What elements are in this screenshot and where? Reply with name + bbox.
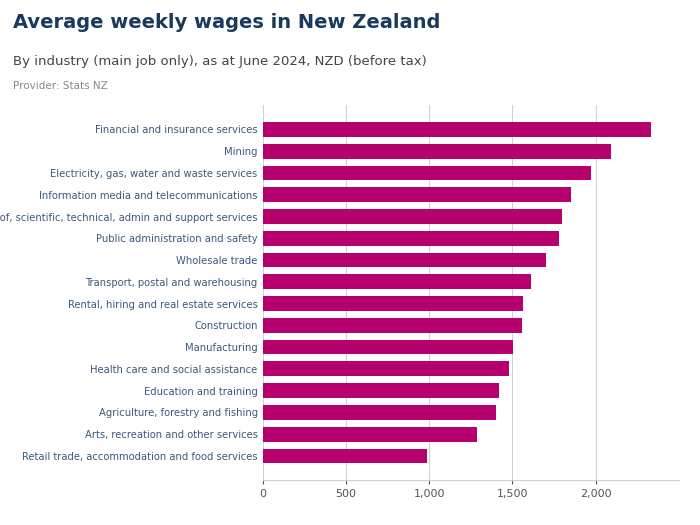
Text: Average weekly wages in New Zealand: Average weekly wages in New Zealand: [13, 13, 440, 32]
Bar: [262, 275, 531, 289]
Text: By industry (main job only), as at June 2024, NZD (before tax): By industry (main job only), as at June …: [13, 55, 426, 68]
Bar: [262, 187, 570, 202]
Bar: [262, 448, 428, 464]
Bar: [262, 405, 496, 420]
Bar: [262, 361, 509, 376]
Bar: [262, 231, 559, 246]
Bar: [262, 144, 610, 159]
Bar: [262, 340, 513, 354]
Bar: [262, 122, 651, 137]
Bar: [262, 383, 499, 398]
Text: figure.nz: figure.nz: [589, 11, 660, 25]
Bar: [262, 253, 546, 267]
Bar: [262, 296, 523, 311]
Bar: [262, 427, 477, 442]
Bar: [262, 209, 562, 224]
Text: Provider: Stats NZ: Provider: Stats NZ: [13, 81, 107, 91]
Bar: [262, 165, 591, 181]
Bar: [262, 318, 522, 333]
